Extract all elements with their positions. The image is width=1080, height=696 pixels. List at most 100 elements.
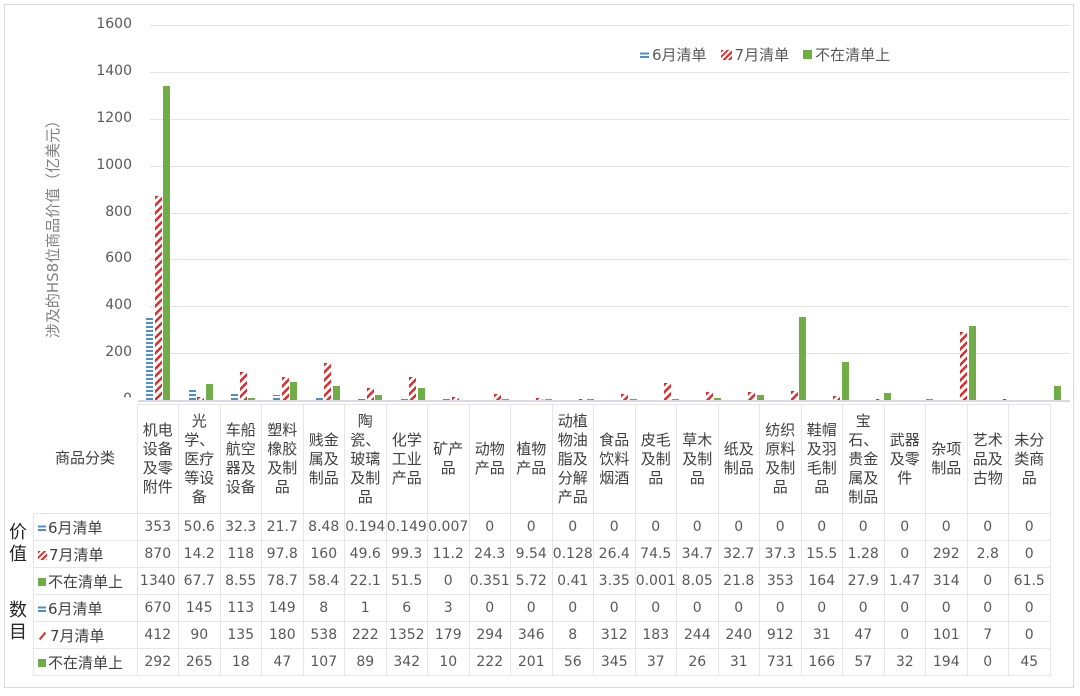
row-label: 不在清单上 <box>33 648 138 676</box>
category-text: 鞋帽及羽毛制品 <box>806 421 837 496</box>
table-cell: 1.28 <box>842 540 885 568</box>
table-cell: 149 <box>261 594 304 622</box>
table-cell: 145 <box>178 594 221 622</box>
row-label-text: 7月清单 <box>49 545 104 564</box>
table-cell: 24.3 <box>468 540 511 568</box>
bar-not-listed <box>163 85 171 400</box>
table-cell: 0.41 <box>551 567 594 595</box>
data-table: 商品分类 机电设备及零附件 光学、医疗等设备 车船航空器及设备 塑料橡胶及制品 贱金属及制… <box>33 404 1051 676</box>
category-label: 车船航空器及设备 <box>219 404 262 514</box>
table-cell: 0 <box>468 594 511 622</box>
legend-label: 7月清单 <box>734 46 790 64</box>
table-cell: 14.2 <box>178 540 221 568</box>
table-cell: 97.8 <box>261 540 304 568</box>
y-tick-label: 1000 <box>96 156 132 173</box>
table-cell: 0 <box>883 540 926 568</box>
table-cell: 78.7 <box>261 567 304 595</box>
bar-july <box>451 397 459 400</box>
category-text: 车船航空器及设备 <box>225 421 256 496</box>
table-cell: 222 <box>344 621 387 649</box>
category-text: 皮毛及制品 <box>640 430 671 487</box>
table-cell: 0 <box>1008 621 1051 649</box>
table-cell: 0 <box>925 594 968 622</box>
chart-frame <box>4 4 1074 688</box>
category-label: 动植物油脂及分解产品 <box>551 404 594 514</box>
table-cell: 342 <box>385 648 428 676</box>
table-cell: 160 <box>302 540 345 568</box>
bar-july <box>663 382 671 400</box>
table-cell: 6 <box>385 594 428 622</box>
category-label: 鞋帽及羽毛制品 <box>800 404 843 514</box>
table-cell: 5.72 <box>510 567 553 595</box>
table-cell: 74.5 <box>634 540 677 568</box>
bar-july <box>536 397 544 400</box>
legend-item-july: 7月清单 <box>720 44 790 65</box>
category-label: 艺术品及古物 <box>966 404 1009 514</box>
bar-july <box>960 331 968 400</box>
july-swatch-icon <box>38 550 47 560</box>
bar-july <box>239 372 247 400</box>
table-cell: 18 <box>219 648 262 676</box>
table-cell: 0 <box>634 513 677 541</box>
gridline <box>150 25 1070 26</box>
y-tick-label: 1400 <box>96 62 132 79</box>
category-label: 杂项制品 <box>925 404 968 514</box>
not-listed-swatch-icon <box>803 50 813 59</box>
table-cell: 118 <box>219 540 262 568</box>
category-text: 陶瓷、玻璃及制品 <box>350 411 381 506</box>
category-text: 草木及制品 <box>682 430 713 487</box>
category-text: 食品饮料烟酒 <box>599 430 630 487</box>
bar-june <box>400 399 408 400</box>
bar-july <box>409 376 417 400</box>
table-cell: 47 <box>842 621 885 649</box>
gridline <box>150 306 1070 308</box>
table-cell: 0 <box>759 594 802 622</box>
table-cell: 314 <box>925 567 968 595</box>
legend-label: 不在清单上 <box>815 46 891 64</box>
table-row: 6月清单 670 145 113 149 8 1 6 3 0 0 0 0 0 0 0 0 0 0 0 0 0 0 <box>33 594 1051 622</box>
row-label: 7月清单 <box>33 540 138 568</box>
bar-not-listed <box>629 399 637 400</box>
table-cell: 1 <box>344 594 387 622</box>
table-cell: 21.7 <box>261 513 304 541</box>
bar-not-listed <box>205 384 213 400</box>
table-cell: 0 <box>883 594 926 622</box>
table-cell: 244 <box>676 621 719 649</box>
table-row: 不在清单上 292 265 18 47 107 89 342 10 222 201 56 345 37 26… <box>33 648 1051 676</box>
table-cell: 670 <box>136 594 179 622</box>
category-text: 艺术品及古物 <box>972 430 1003 487</box>
table-cell: 107 <box>302 648 345 676</box>
table-cell: 7 <box>966 621 1009 649</box>
row-label: 不在清单上 <box>33 567 138 595</box>
bar-not-listed <box>502 399 510 400</box>
bar-not-listed <box>332 386 340 400</box>
table-cell: 1.47 <box>883 567 926 595</box>
table-cell: 0.007 <box>427 513 470 541</box>
category-label: 皮毛及制品 <box>634 404 677 514</box>
bar-june <box>315 398 323 400</box>
table-cell: 3.35 <box>593 567 636 595</box>
y-tick-label: 1200 <box>96 109 132 126</box>
category-label: 动物产品 <box>468 404 511 514</box>
table-cell: 8.55 <box>219 567 262 595</box>
table-cell: 240 <box>717 621 760 649</box>
table-cell: 0 <box>427 567 470 595</box>
table-cell: 0.001 <box>634 567 677 595</box>
bar-july <box>875 399 883 400</box>
table-cell: 99.3 <box>385 540 428 568</box>
table-cell: 61.5 <box>1008 567 1051 595</box>
table-cell: 0 <box>800 594 843 622</box>
table-cell: 0 <box>551 513 594 541</box>
gridline <box>150 259 1070 261</box>
june-swatch-icon <box>38 606 46 612</box>
bar-june <box>146 317 154 400</box>
bar-not-listed <box>968 326 976 400</box>
table-cell: 201 <box>510 648 553 676</box>
row-label-text: 不在清单上 <box>48 653 124 672</box>
table-cell: 8 <box>551 621 594 649</box>
category-text: 纸及制品 <box>723 440 754 477</box>
table-cell: 265 <box>178 648 221 676</box>
table-cell: 8.05 <box>676 567 719 595</box>
table-cell: 0 <box>842 513 885 541</box>
category-label: 纸及制品 <box>717 404 760 514</box>
